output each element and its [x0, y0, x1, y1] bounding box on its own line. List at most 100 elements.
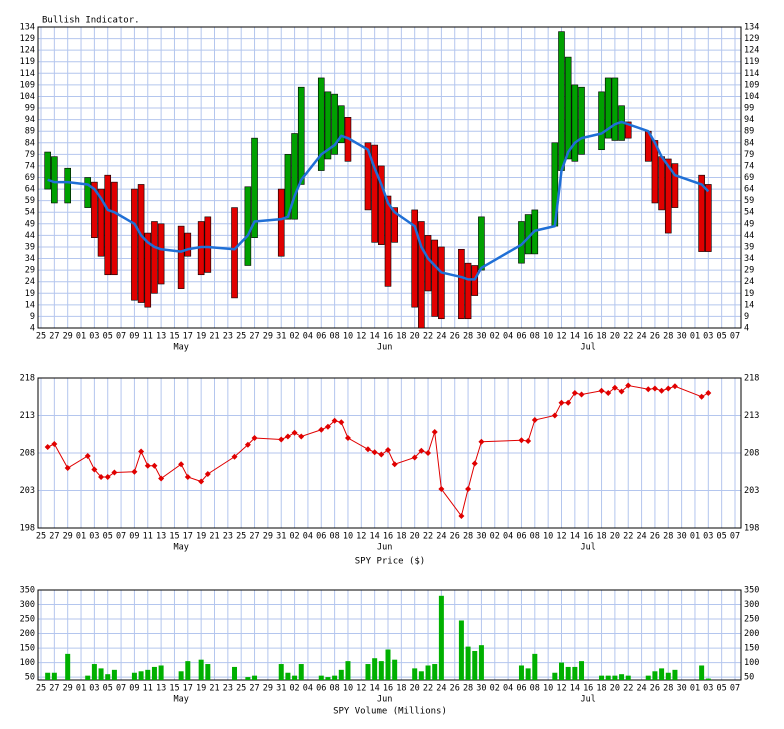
price-marker [418, 447, 425, 454]
range-bar [611, 77, 619, 141]
x-tick-label: 30 [476, 532, 486, 542]
volume-bar [151, 666, 157, 680]
volume-bar [465, 646, 471, 680]
price-marker [378, 451, 385, 458]
y-tick-label: 104 [744, 92, 759, 102]
range-bar [598, 91, 605, 151]
x-tick-label: 26 [450, 684, 460, 694]
range-bar [578, 86, 585, 155]
range-bar [64, 167, 71, 204]
range-bar [558, 31, 565, 171]
price-marker [525, 438, 532, 444]
range-bar [384, 195, 392, 287]
x-tick-label: 25 [36, 532, 46, 542]
price-marker [251, 435, 258, 441]
price-marker [298, 433, 305, 440]
range-bar [157, 223, 165, 285]
x-tick-label: 18 [396, 332, 406, 342]
range-bar [337, 105, 345, 144]
x-tick-label: 13 [156, 332, 166, 342]
x-tick-label: 14 [570, 684, 580, 694]
x-tick-label: 26 [450, 332, 460, 342]
x-tick-label: 10 [543, 532, 553, 542]
x-tick-label: 07 [730, 684, 740, 694]
x-tick-label: 18 [596, 332, 606, 342]
x-tick-label: 23 [223, 332, 233, 342]
x-tick-label: 19 [196, 532, 206, 542]
y-tick-label: 69 [744, 173, 754, 183]
volume-bar [418, 671, 424, 680]
x-tick-label: 12 [556, 332, 566, 342]
y-tick-label: 213 [20, 411, 35, 421]
range-bar [438, 246, 445, 320]
volume-bar [332, 675, 338, 680]
range-bar [624, 121, 632, 139]
range-bar [251, 137, 258, 238]
range-bar [658, 156, 665, 211]
x-tick-label: 25 [236, 684, 246, 694]
x-tick-label: 04 [303, 332, 313, 342]
x-tick-label: 24 [436, 532, 446, 542]
price-marker [364, 446, 371, 453]
range-bar [284, 154, 292, 220]
y-tick-label: 198 [20, 524, 35, 534]
range-bar [364, 142, 372, 211]
x-tick-label: 08 [329, 684, 339, 694]
price-marker [184, 474, 191, 480]
y-tick-label: 99 [25, 104, 35, 114]
price-marker [671, 383, 678, 390]
x-tick-label: 04 [303, 532, 313, 542]
x-tick-label: 25 [236, 332, 246, 342]
price-marker [371, 449, 378, 456]
x-tick-label: 19 [196, 684, 206, 694]
volume-bar [285, 672, 291, 680]
range-bar [91, 181, 98, 238]
y-tick-label: 84 [744, 138, 754, 148]
y-tick-label: 74 [25, 161, 35, 171]
x-tick-label: 14 [570, 532, 580, 542]
x-tick-label: 28 [663, 532, 673, 542]
x-tick-label: 28 [663, 332, 673, 342]
price-marker [458, 513, 465, 519]
x-tick-label: 31 [276, 532, 286, 542]
range-bar [378, 165, 385, 245]
x-tick-label: 12 [556, 532, 566, 542]
x-tick-label: 26 [650, 684, 660, 694]
x-tick-label: 10 [343, 332, 353, 342]
x-tick-label: 20 [410, 332, 420, 342]
x-tick-label: 06 [516, 332, 526, 342]
y-tick-label: 34 [25, 254, 35, 264]
x-tick-label: 08 [329, 332, 339, 342]
month-label: Jun [377, 543, 392, 553]
x-tick-label: 28 [463, 332, 473, 342]
volume-bar [105, 674, 111, 680]
volume-bar [252, 675, 258, 680]
x-tick-label: 29 [263, 684, 273, 694]
price-marker [291, 429, 298, 436]
price-line [47, 384, 709, 518]
x-tick-label: 16 [583, 684, 593, 694]
range-bar [698, 174, 705, 252]
price-marker [438, 486, 445, 492]
price-marker [391, 461, 398, 468]
x-tick-label: 16 [383, 332, 393, 342]
y-tick-label: 89 [25, 127, 35, 137]
range-bar [411, 209, 418, 308]
price-marker [385, 447, 391, 453]
volume-bar [665, 672, 671, 680]
volume-bar [158, 665, 164, 680]
price-marker [284, 433, 291, 440]
x-tick-label: 20 [610, 684, 620, 694]
y-tick-label: 44 [744, 231, 754, 241]
x-tick-label: 09 [129, 532, 139, 542]
x-tick-label: 02 [289, 532, 299, 542]
price-marker [531, 417, 538, 423]
x-tick-label: 12 [556, 684, 566, 694]
x-tick-label: 06 [316, 684, 326, 694]
x-tick-label: 29 [63, 332, 73, 342]
month-label: May [173, 543, 188, 553]
trend-line [47, 120, 710, 281]
price-marker [625, 382, 632, 389]
x-tick-label: 09 [129, 684, 139, 694]
x-tick-label: 15 [169, 332, 179, 342]
